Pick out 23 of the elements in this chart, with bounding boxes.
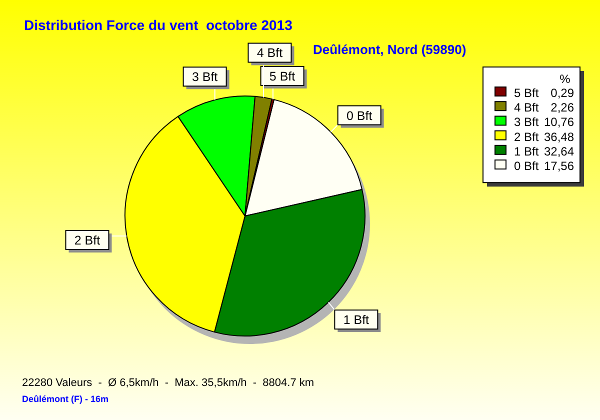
legend-label: 3 Bft [514,115,540,130]
data-label: 17,56 [544,159,574,173]
chart-subtitle: Deûlémont, Nord (59890) [313,42,466,57]
text: 22280 Valeurs - Ø 6,5km/h - Max. 35,5km/h - 8804.7 km [22,377,314,389]
legend-label: 1 Bft [514,144,540,158]
slice-label: 4 Bft [256,46,284,60]
text: Deûlémont (F) - 16m [22,394,109,404]
slice-label: 1 Bft [343,313,370,328]
slice-label: 0 Bft [346,108,373,123]
legend-label: 4 Bft [514,100,540,115]
data-label: 10,76 [544,115,574,130]
legend-label: 5 Bft [514,86,540,100]
slice-label: 3 Bft [192,70,218,84]
data-label: 36,48 [544,130,574,144]
chart-title: Distribution Force du vent octobre 2013 [24,17,293,33]
data-label: 32,64 [544,144,574,158]
data-label: 0,29 [550,86,574,100]
legend-title: % [560,72,571,86]
data-label: 2,26 [550,100,574,115]
slice-label: 2 Bft [74,233,101,248]
legend-label: 2 Bft [514,130,540,144]
legend-label: 0 Bft [514,159,540,173]
slice-label: 5 Bft [269,69,296,84]
